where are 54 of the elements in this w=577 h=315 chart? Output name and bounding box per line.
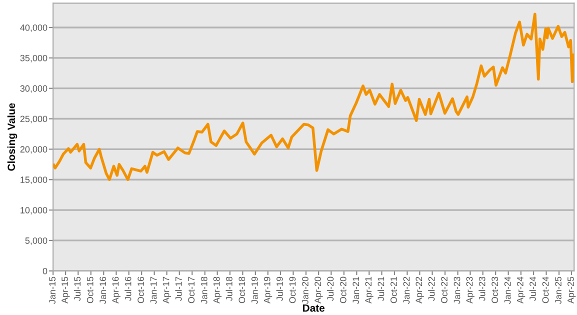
line-series	[53, 12, 574, 182]
x-tick-label: Jul-22	[428, 276, 435, 301]
x-tick-label: Jan-25	[555, 276, 562, 304]
y-tick-label: 30,000	[20, 85, 48, 93]
x-tick-label: Apr-16	[112, 276, 120, 304]
x-tick-label: Jul-16	[124, 276, 132, 301]
x-tick-label: Apr-19	[264, 276, 272, 304]
x-tick-label: Oct-18	[238, 276, 246, 304]
y-tick-label: 25,000	[20, 116, 48, 124]
x-tick-label: Jul-24	[529, 276, 536, 301]
y-tick-label: 10,000	[20, 207, 48, 214]
x-tick-label: Jul-21	[378, 276, 384, 301]
x-tick-label: Jan-18	[200, 276, 208, 304]
x-tick-label: Jul-19	[276, 276, 283, 301]
y-tick-label: 40,000	[20, 24, 48, 32]
x-tick-label: Jan-17	[150, 276, 157, 304]
y-tick-label: 5,000	[25, 237, 48, 245]
x-tick-label: Apr-20	[314, 276, 323, 304]
x-tick-label: Apr-24	[516, 276, 526, 304]
x-tick-label: Oct-16	[138, 276, 144, 304]
x-tick-label: Oct-21	[390, 276, 397, 304]
x-tick-label: Jan-22	[403, 276, 410, 304]
x-tick-label: Jan-15	[49, 276, 56, 304]
x-tick-label: Oct-15	[86, 276, 94, 304]
x-tick-label: Oct-23	[492, 276, 498, 304]
x-tick-label: Jul-23	[478, 276, 486, 301]
x-tick-label: Apr-25	[568, 276, 576, 304]
x-tick-label: Jul-15	[74, 276, 81, 301]
x-tick-label: Jan-20	[302, 276, 308, 304]
x-tick-label: Jan-19	[251, 276, 258, 304]
x-tick-label: Jul-18	[226, 276, 232, 301]
x-tick-label: Apr-23	[466, 276, 474, 304]
y-tick-label: 0	[42, 268, 48, 274]
x-tick-label: Apr-18	[213, 276, 222, 304]
x-axis-title: Date	[303, 304, 325, 312]
x-tick-label: Oct-17	[188, 276, 195, 304]
x-tick-label: Apr-17	[162, 276, 171, 304]
x-tick-label: Jan-21	[352, 276, 360, 304]
y-tick-label: 15,000	[20, 176, 48, 184]
x-tick-label: Jan-24	[504, 276, 511, 304]
x-tick-label: Jan-16	[100, 276, 106, 304]
x-tick-label: Jan-23	[454, 276, 460, 304]
y-tick-label: 35,000	[20, 54, 48, 62]
y-tick-label: 20,000	[20, 146, 48, 154]
x-tick-label: Jul-17	[175, 276, 182, 301]
x-tick-label: Oct-22	[441, 276, 448, 304]
x-tick-label: Apr-21	[365, 276, 374, 304]
x-tick-label: Oct-19	[289, 276, 296, 304]
x-tick-label: Jul-20	[326, 276, 334, 301]
x-tick-label: Oct-24	[542, 276, 549, 304]
y-axis-title: Closing Value	[7, 103, 18, 171]
x-tick-label: Oct-20	[340, 276, 346, 304]
x-tick-label: Apr-22	[416, 276, 424, 304]
x-tick-label: Apr-15	[62, 276, 70, 304]
